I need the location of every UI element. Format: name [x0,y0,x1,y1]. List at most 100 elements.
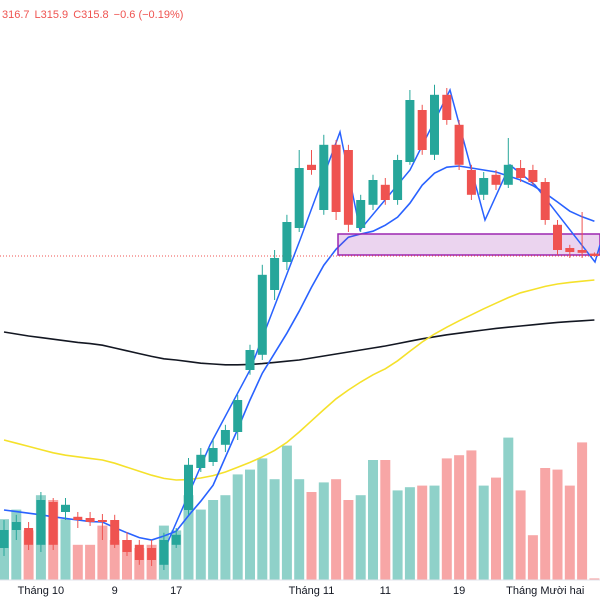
volume-bar [331,479,342,580]
ohlc-value: −0.6 (−0.19%) [114,9,184,21]
volume-bar [527,535,538,580]
candle-body [0,530,9,548]
candle-body [36,500,46,545]
candle-body [442,94,452,120]
volume-bar [97,525,108,580]
volume-bar [503,437,514,580]
volume-bar [552,469,563,580]
candle-body [257,274,267,355]
candle-body [11,522,21,530]
candle-body [85,518,95,522]
volume-bar [281,445,292,580]
candle-body [208,448,218,462]
moving-average [3,319,595,366]
candle-body [171,534,181,545]
candle-body [565,248,575,252]
candle-body [97,520,107,522]
volume-bar [306,492,317,580]
volume-bar [564,485,575,580]
candle-body [294,168,304,228]
volume-bar [478,485,489,580]
volume-bar [85,544,96,580]
volume-bar [343,500,354,580]
volume-bar [466,450,477,580]
volume-bar [417,485,428,580]
volume-bar [540,468,551,580]
candle-body [553,224,562,250]
volume-bar [429,485,440,580]
candle-layer [0,84,599,570]
candle-body [430,94,439,155]
volume-bar [491,477,501,580]
candle-body [454,124,464,165]
candle-body [134,544,144,560]
volume-bar [11,509,22,580]
candle-body [319,144,329,210]
candle-body [48,502,58,545]
volume-bar [380,460,391,580]
volume-bar [368,460,378,580]
volume-bar [294,479,305,580]
candle-body [110,520,120,545]
volume-bar [232,474,243,580]
candle-body [491,174,501,185]
volume-bar [220,495,231,580]
volume-bar [577,442,588,580]
volume-bar [404,487,415,580]
candle-body [343,150,353,225]
x-tick-label: Tháng Mười hai [506,585,584,597]
volume-bar [318,482,329,580]
candle-body [184,464,193,510]
volume-bar [208,500,219,580]
candle-body [589,253,599,256]
candle-body [356,200,366,228]
volume-bar [72,544,83,580]
candle-body [61,504,70,512]
moving-average [3,279,595,481]
candle-body [393,160,403,200]
candle-body [380,184,390,200]
candle-body [503,164,513,185]
volume-bar [515,490,526,580]
x-tick-label: 19 [453,585,465,597]
volume-bar [183,495,194,580]
candle-body [368,180,378,205]
ohlc-value: 316.7 [2,9,30,21]
volume-bar [245,469,255,580]
candle-body [233,400,243,432]
x-tick-label: Tháng 11 [289,585,335,597]
ohlc-value: L315.9 [35,9,69,21]
time-axis [0,580,600,600]
volume-bar [355,495,366,580]
candle-body [73,516,83,520]
candle-body [282,222,292,262]
x-tick-label: 17 [170,585,182,597]
volume-bar [269,479,280,580]
candle-body [540,182,550,220]
candle-body [577,250,587,253]
x-tick-label: Tháng 10 [18,585,64,597]
x-tick-label: 9 [112,585,118,597]
candle-body [479,178,489,195]
time-labels: Tháng 10 9 17 Tháng 11 11 19 Tháng Mười hai [18,585,585,597]
volume-bar [589,578,600,580]
candle-body [331,144,341,212]
ohlc-header: 316.7 L315.9 C315.8 −0.6 (−0.19%) [2,9,183,21]
candle-body [196,454,206,468]
candle-body [220,430,230,445]
x-tick-label: 11 [380,585,391,597]
volume-bar [60,519,71,580]
candle-body [466,170,476,195]
volume-bar [441,458,452,580]
ohlc-text: 316.7 L315.9 C315.8 −0.6 (−0.19%) [2,9,183,21]
candle-body [24,528,34,545]
ohlc-value: C315.8 [73,9,108,21]
volume-bar [109,540,120,580]
candle-body [516,168,526,178]
volume-bar [171,530,182,580]
volume-bar [23,530,34,580]
candle-body [417,110,427,150]
candle-body [307,164,316,170]
